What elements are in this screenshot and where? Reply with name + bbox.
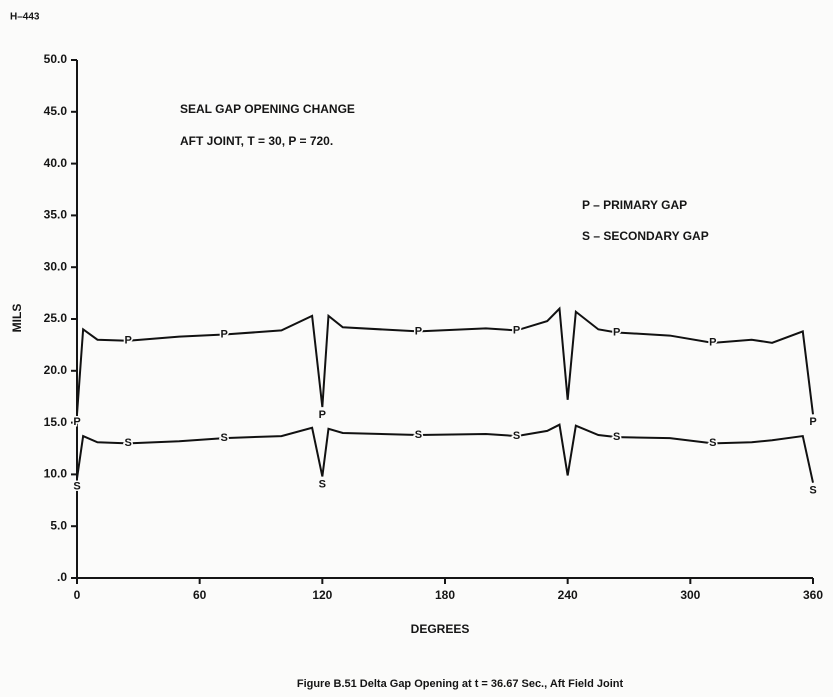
point-marker: S: [809, 485, 816, 497]
x-axis-label: DEGREES: [411, 622, 470, 636]
legend-entry: P – PRIMARY GAP: [582, 198, 687, 212]
point-marker: S: [221, 432, 228, 444]
point-marker: S: [319, 478, 326, 490]
x-tick-label: 360: [803, 588, 823, 602]
page-id: H–443: [10, 12, 40, 23]
x-tick-label: 60: [193, 588, 207, 602]
y-tick-label: .0: [57, 570, 67, 584]
point-marker: S: [415, 429, 422, 441]
y-tick-label: 5.0: [50, 518, 67, 532]
point-marker: P: [809, 416, 816, 428]
point-marker: P: [319, 409, 326, 421]
point-marker: P: [124, 335, 131, 347]
point-marker: P: [513, 324, 520, 336]
point-marker: S: [513, 430, 520, 442]
point-marker: P: [415, 325, 422, 337]
legend-entry: S – SECONDARY GAP: [582, 229, 709, 243]
y-tick-label: 45.0: [44, 104, 68, 118]
point-marker: S: [709, 437, 716, 449]
y-tick-label: 25.0: [44, 311, 68, 325]
y-tick-label: 50.0: [44, 52, 68, 66]
x-tick-label: 180: [435, 588, 455, 602]
point-marker: P: [709, 337, 716, 349]
y-tick-label: 15.0: [44, 415, 68, 429]
chart-title: SEAL GAP OPENING CHANGE: [180, 102, 355, 116]
point-marker: S: [73, 480, 80, 492]
x-tick-label: 120: [312, 588, 332, 602]
caption: Figure B.51 Delta Gap Opening at t = 36.…: [297, 678, 624, 690]
x-tick-label: 240: [558, 588, 578, 602]
y-tick-label: 20.0: [44, 363, 68, 377]
x-tick-label: 300: [680, 588, 700, 602]
y-tick-label: 35.0: [44, 208, 68, 222]
series-line: [76, 306, 814, 415]
point-marker: S: [613, 431, 620, 443]
y-tick-label: 30.0: [44, 259, 68, 273]
y-axis-label: MILS: [10, 304, 24, 333]
y-tick-label: 40.0: [44, 156, 68, 170]
x-tick-label: 0: [74, 588, 81, 602]
series-line: [76, 423, 814, 483]
chart-subtitle: AFT JOINT, T = 30, P = 720.: [180, 134, 333, 148]
point-marker: S: [124, 437, 131, 449]
y-tick-label: 10.0: [44, 467, 68, 481]
point-marker: P: [73, 416, 80, 428]
point-marker: P: [221, 328, 228, 340]
point-marker: P: [613, 326, 620, 338]
